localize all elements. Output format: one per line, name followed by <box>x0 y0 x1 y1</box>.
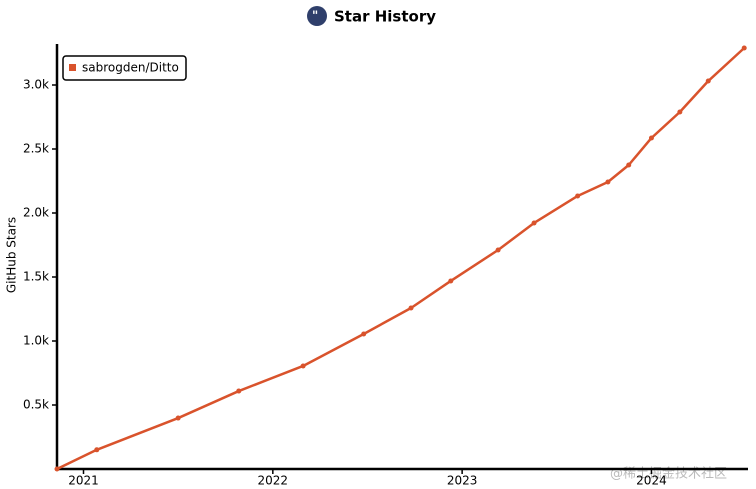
point <box>605 179 611 185</box>
point <box>236 388 242 394</box>
point <box>408 305 414 311</box>
y-tick-label: 3.0k <box>23 78 49 92</box>
series-line <box>56 47 746 471</box>
point <box>626 162 632 168</box>
y-tick-label: 1.5k <box>23 270 49 284</box>
chart-title: Star History <box>334 8 436 26</box>
point <box>495 247 501 253</box>
point <box>175 415 181 421</box>
legend-label: sabrogden/Ditto <box>82 61 179 75</box>
x-tick-label: 2024 <box>636 474 667 488</box>
point <box>94 447 100 453</box>
point <box>361 331 367 337</box>
point <box>54 466 60 472</box>
point <box>648 135 654 141</box>
logo-mark: " <box>312 9 318 23</box>
x-tick-label: 2022 <box>258 474 289 488</box>
y-tick-label: 2.0k <box>23 206 49 220</box>
y-tick-label: 0.5k <box>23 398 49 412</box>
x-tick-label: 2023 <box>447 474 478 488</box>
point <box>575 193 581 199</box>
legend-swatch <box>69 64 76 71</box>
y-axis-label: GitHub Stars <box>5 217 19 293</box>
point <box>741 45 747 51</box>
point <box>300 363 306 369</box>
x-tick-label: 2021 <box>68 474 99 488</box>
logo <box>307 6 327 26</box>
legend-box <box>62 55 187 81</box>
point <box>448 278 454 284</box>
y-tick-label: 1.0k <box>23 334 49 348</box>
point <box>705 78 711 84</box>
point <box>677 109 683 115</box>
y-tick-label: 2.5k <box>23 142 49 156</box>
point <box>531 220 537 226</box>
